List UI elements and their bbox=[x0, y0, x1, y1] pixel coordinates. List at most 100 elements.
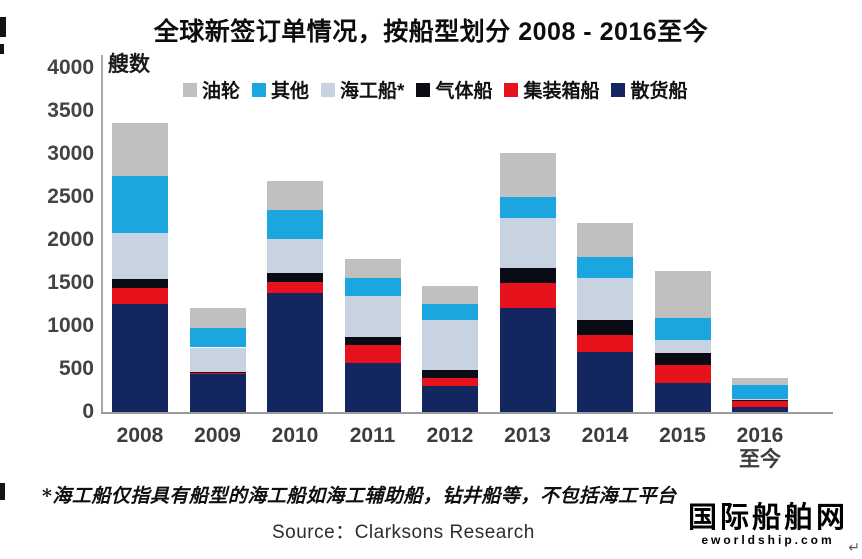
x-tick-label: 2010 bbox=[271, 424, 319, 447]
watermark-name: 国际船舶网 bbox=[687, 502, 848, 534]
bar-segment-其他-2014 bbox=[577, 256, 633, 279]
bar-segment-海工船*-2014 bbox=[577, 278, 633, 320]
legend-label: 海工船* bbox=[340, 81, 405, 102]
x-axis-line bbox=[101, 412, 833, 414]
bar-segment-气体船-2008 bbox=[112, 279, 168, 289]
legend-label: 其他 bbox=[271, 81, 310, 102]
legend-item-油轮: 油轮 bbox=[183, 76, 240, 103]
scan-artifact bbox=[0, 483, 5, 500]
y-axis-line bbox=[101, 55, 103, 413]
bar-segment-散货船-2013 bbox=[499, 307, 556, 412]
bar-segment-其他-2010 bbox=[267, 209, 323, 240]
legend-item-散货船: 散货船 bbox=[611, 76, 687, 103]
legend-item-集装箱船: 集装箱船 bbox=[504, 76, 599, 103]
bar-segment-其他-2011 bbox=[344, 278, 401, 296]
bar-segment-散货船-2015 bbox=[654, 383, 711, 412]
bar-segment-气体船-2016至今 bbox=[732, 399, 788, 401]
bar-segment-其他-2016至今 bbox=[732, 385, 788, 399]
legend-swatch-icon bbox=[321, 82, 336, 97]
bar-segment-散货船-2011 bbox=[344, 363, 401, 412]
y-tick-label: 3000 bbox=[47, 142, 94, 165]
bar-segment-海工船*-2011 bbox=[344, 295, 401, 337]
legend-swatch-icon bbox=[183, 82, 197, 97]
y-axis-unit-label: 艘数 bbox=[108, 53, 150, 76]
bar-segment-油轮-2008 bbox=[112, 122, 168, 176]
bar-segment-其他-2009 bbox=[189, 328, 246, 348]
bar-segment-集装箱船-2008 bbox=[112, 288, 168, 304]
y-tick-label: 4000 bbox=[47, 56, 94, 79]
y-tick-label: 1000 bbox=[47, 314, 94, 337]
y-tick-label: 2500 bbox=[47, 185, 94, 208]
legend-label: 散货船 bbox=[630, 81, 688, 102]
legend-swatch-icon bbox=[504, 82, 519, 97]
bar-segment-散货船-2009 bbox=[189, 373, 246, 412]
x-tick-label: 2009 bbox=[194, 424, 241, 447]
bar-segment-散货船-2010 bbox=[267, 293, 323, 412]
x-tick-label: 2013 bbox=[504, 424, 551, 447]
bar-segment-油轮-2016至今 bbox=[732, 377, 788, 386]
x-tick-label: 2011 bbox=[349, 424, 396, 447]
bar-segment-集装箱船-2013 bbox=[499, 283, 556, 308]
legend-item-气体船: 气体船 bbox=[416, 76, 492, 103]
legend-swatch-icon bbox=[611, 82, 626, 97]
bar-segment-集装箱船-2015 bbox=[654, 364, 711, 384]
y-tick-label: 0 bbox=[82, 400, 94, 423]
y-tick-label: 1500 bbox=[47, 271, 94, 294]
scan-artifact bbox=[0, 17, 6, 37]
source-label: Source：Clarksons Research bbox=[272, 522, 535, 543]
scan-artifact bbox=[0, 44, 4, 54]
bar-segment-海工船*-2009 bbox=[189, 347, 246, 372]
y-tick-label: 500 bbox=[58, 357, 94, 380]
bar-segment-气体船-2012 bbox=[422, 370, 478, 379]
chart-title: 全球新签订单情况，按船型划分 2008 - 2016至今 bbox=[153, 18, 709, 46]
bar-segment-油轮-2009 bbox=[189, 307, 246, 329]
watermark-domain: eworldship.com bbox=[701, 533, 835, 547]
y-tick-label: 2000 bbox=[47, 228, 94, 251]
bar-segment-气体船-2010 bbox=[267, 273, 323, 282]
bar-segment-散货船-2014 bbox=[577, 351, 633, 412]
bar-segment-集装箱船-2009 bbox=[189, 372, 246, 374]
bar-segment-气体船-2009 bbox=[189, 372, 246, 373]
bar-segment-油轮-2015 bbox=[654, 271, 711, 319]
legend-label: 集装箱船 bbox=[523, 81, 600, 102]
bar-segment-气体船-2013 bbox=[499, 267, 556, 283]
return-glyph: ↵ bbox=[848, 539, 860, 555]
bar-segment-其他-2012 bbox=[422, 304, 478, 321]
bar-segment-其他-2013 bbox=[499, 196, 556, 219]
bar-segment-油轮-2013 bbox=[499, 152, 556, 197]
bar-segment-其他-2008 bbox=[112, 175, 168, 234]
bar-segment-散货船-2008 bbox=[112, 303, 168, 412]
x-tick-label: 2008 bbox=[116, 424, 164, 447]
bar-segment-散货船-2012 bbox=[422, 386, 478, 412]
legend-label: 油轮 bbox=[202, 81, 241, 102]
bar-segment-散货船-2016至今 bbox=[732, 406, 788, 412]
bar-segment-集装箱船-2014 bbox=[577, 335, 633, 352]
bar-segment-油轮-2014 bbox=[577, 223, 633, 257]
legend-item-海工船*: 海工船* bbox=[321, 76, 404, 103]
legend-item-其他: 其他 bbox=[252, 76, 309, 103]
bar-segment-海工船*-2012 bbox=[422, 320, 478, 371]
y-tick-label: 3500 bbox=[47, 99, 94, 122]
bar-segment-气体船-2011 bbox=[344, 336, 401, 345]
chart-legend: 油轮 其他 海工船* 气体船 集装箱船 散货船 bbox=[183, 76, 699, 103]
bar-segment-气体船-2014 bbox=[577, 319, 633, 336]
bar-segment-海工船*-2016至今 bbox=[732, 398, 788, 400]
x-tick-label: 2015 bbox=[659, 424, 706, 447]
bar-segment-集装箱船-2010 bbox=[267, 281, 323, 294]
bar-segment-油轮-2011 bbox=[344, 259, 401, 279]
footnote: *海工船仅指具有船型的海工船如海工辅助船，钻井船等，不包括海工平台 bbox=[42, 485, 677, 507]
legend-swatch-icon bbox=[416, 82, 431, 97]
bar-segment-其他-2015 bbox=[654, 318, 711, 340]
watermark-logo: 国际船舶网 eworldship.com bbox=[688, 503, 848, 547]
bar-segment-海工船*-2008 bbox=[112, 233, 168, 280]
bar-segment-油轮-2012 bbox=[422, 286, 478, 305]
x-tick-label: 2016 至今 bbox=[736, 424, 784, 471]
bar-segment-油轮-2010 bbox=[267, 180, 323, 210]
bar-segment-集装箱船-2016至今 bbox=[732, 400, 788, 407]
legend-label: 气体船 bbox=[435, 81, 493, 102]
bar-segment-海工船*-2010 bbox=[267, 239, 323, 274]
bar-segment-海工船*-2015 bbox=[654, 339, 711, 354]
legend-swatch-icon bbox=[252, 82, 267, 97]
